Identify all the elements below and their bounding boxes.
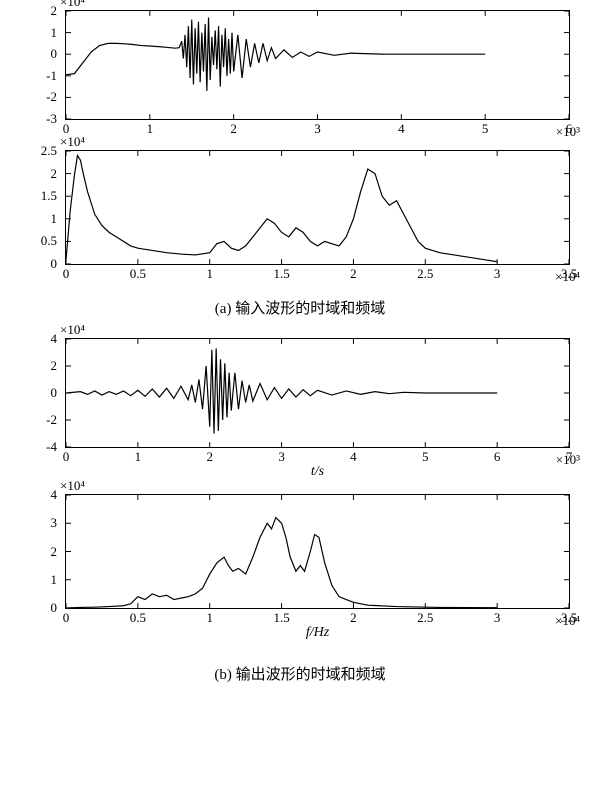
- y-multiplier: ×10⁴: [60, 134, 85, 150]
- y-tick-label: 2: [51, 166, 58, 182]
- figure-b: ×10⁴ -4-2024 01234567 ×10³ t/s ×10⁴ 0123…: [10, 338, 590, 684]
- y-tick-label: 3: [51, 515, 58, 531]
- y-tick-label: 2: [51, 544, 58, 560]
- figure-b-caption: (b) 输出波形的时域和频域: [10, 663, 590, 684]
- y-tick-label: -2: [46, 412, 57, 428]
- y-multiplier: ×10⁴: [60, 0, 85, 10]
- figure-a-freq-chart: ×10⁴ 00.511.522.5 00.511.522.533.5 ×10⁴: [65, 150, 570, 265]
- x-tick-label: 1: [147, 121, 154, 137]
- x-tick-label: 2.5: [417, 266, 433, 282]
- x-tick-label: 4: [350, 449, 357, 465]
- x-tick-label: 2.5: [417, 610, 433, 626]
- figure-a: ×10⁴ -3-2-1012 0123456 ×10³ ×10⁴ 00.511.…: [10, 10, 590, 318]
- x-tick-label: 5: [422, 449, 429, 465]
- y-tick-label: -2: [46, 89, 57, 105]
- x-tick-label: 0: [63, 610, 70, 626]
- y-tick-label: 1: [51, 25, 58, 41]
- y-tick-label: 0: [51, 600, 58, 616]
- y-tick-label: 0: [51, 46, 58, 62]
- y-tick-label: 4: [51, 331, 58, 347]
- figure-b-freq-chart: ×10⁴ 01234 00.511.522.533.5 ×10⁴ f/Hz: [65, 494, 570, 641]
- x-tick-label: 6: [494, 449, 501, 465]
- figure-b-time-chart: ×10⁴ -4-2024 01234567 ×10³ t/s: [65, 338, 570, 480]
- x-tick-label: 1: [206, 266, 213, 282]
- y-tick-label: -4: [46, 439, 57, 455]
- y-multiplier: ×10⁴: [60, 322, 85, 338]
- y-tick-label: 0: [51, 256, 58, 272]
- plot-line: [66, 495, 569, 608]
- x-tick-label: 2: [230, 121, 237, 137]
- x-tick-label: 0: [63, 266, 70, 282]
- x-tick-label: 1: [206, 610, 213, 626]
- x-tick-label: 1.5: [273, 266, 289, 282]
- x-tick-label: 3: [494, 266, 501, 282]
- figure-a-time-chart: ×10⁴ -3-2-1012 0123456 ×10³: [65, 10, 570, 120]
- x-multiplier: ×10⁴: [555, 269, 580, 285]
- y-tick-label: 1.5: [41, 188, 57, 204]
- x-tick-label: 0: [63, 449, 70, 465]
- y-tick-label: 1: [51, 211, 58, 227]
- x-tick-label: 0.5: [130, 610, 146, 626]
- y-tick-label: 4: [51, 487, 58, 503]
- plot-line: [66, 151, 569, 264]
- x-tick-label: 4: [398, 121, 405, 137]
- y-tick-label: -1: [46, 68, 57, 84]
- figure-a-caption: (a) 输入波形的时域和频域: [10, 297, 590, 318]
- x-multiplier: ×10³: [556, 124, 580, 140]
- y-tick-label: 2: [51, 3, 58, 19]
- x-tick-label: 3: [314, 121, 321, 137]
- x-tick-label: 2: [350, 266, 357, 282]
- x-multiplier: ×10³: [556, 452, 580, 468]
- x-tick-label: 3: [278, 449, 285, 465]
- y-multiplier: ×10⁴: [60, 478, 85, 494]
- x-tick-label: 2: [350, 610, 357, 626]
- y-tick-label: -3: [46, 111, 57, 127]
- x-tick-label: 2: [206, 449, 213, 465]
- x-tick-label: 0.5: [130, 266, 146, 282]
- x-tick-label: 1.5: [273, 610, 289, 626]
- y-tick-label: 2.5: [41, 143, 57, 159]
- y-tick-label: 1: [51, 572, 58, 588]
- y-tick-label: 0.5: [41, 233, 57, 249]
- plot-line: [66, 339, 569, 447]
- x-tick-label: 3: [494, 610, 501, 626]
- plot-line: [66, 11, 569, 119]
- x-tick-label: 1: [135, 449, 142, 465]
- y-tick-label: 2: [51, 358, 58, 374]
- x-multiplier: ×10⁴: [555, 613, 580, 629]
- y-tick-label: 0: [51, 385, 58, 401]
- x-tick-label: 5: [482, 121, 489, 137]
